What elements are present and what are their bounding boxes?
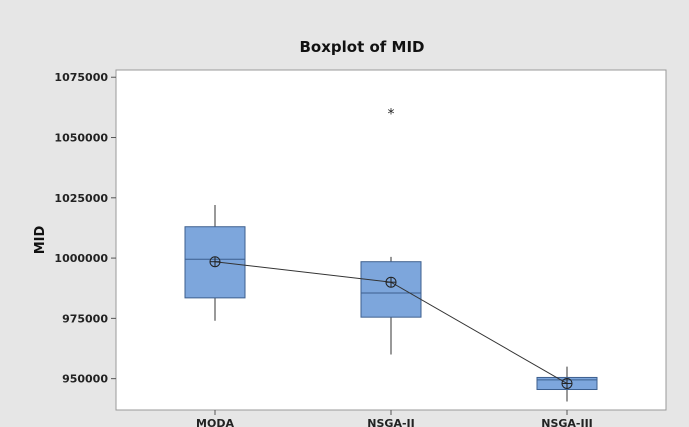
mean-marker: [209, 256, 221, 268]
y-tick-label: 1025000: [54, 192, 108, 205]
mean-markers-layer: [209, 256, 573, 389]
y-axis-title: MID: [33, 226, 48, 255]
mean-marker: [561, 377, 573, 389]
y-tick-label: 975000: [62, 312, 108, 325]
x-category-label: NSGA-III: [541, 417, 593, 427]
x-axis: MODA NSGA-II NSGA-III: [196, 410, 593, 427]
y-tick-label: 1050000: [54, 132, 108, 145]
x-category-label: MODA: [196, 417, 234, 427]
mean-marker: [385, 276, 397, 288]
outlier-marker: *: [388, 106, 395, 122]
y-tick-label: 950000: [62, 373, 108, 386]
iqr-box: [360, 261, 422, 318]
y-tick-label: 1000000: [54, 252, 108, 265]
x-category-label: NSGA-II: [367, 417, 414, 427]
box-nsga-ii: *: [360, 106, 422, 355]
y-axis: 950000 975000 1000000 1025000 1050000 1075000: [54, 71, 116, 386]
chart-title: Boxplot of MID: [299, 38, 424, 56]
y-tick-label: 1075000: [54, 71, 108, 84]
boxes-layer: *: [184, 106, 598, 402]
